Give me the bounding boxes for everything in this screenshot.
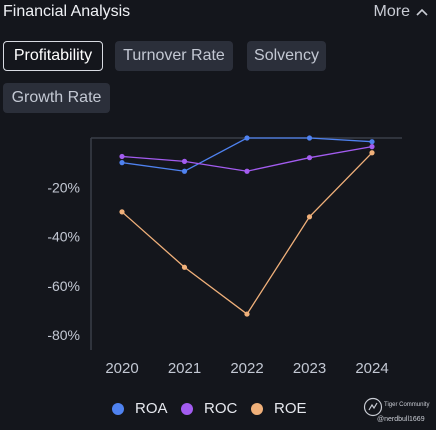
legend-item-roc[interactable]: ROC bbox=[181, 400, 237, 417]
tab-growth-rate[interactable]: Growth Rate bbox=[3, 83, 110, 113]
watermark-brand: Tiger Community bbox=[384, 402, 430, 408]
legend-item-roa[interactable]: ROA bbox=[112, 400, 168, 417]
legend-item-roe[interactable]: ROE bbox=[251, 400, 307, 417]
x-tick-label: 2020 bbox=[105, 360, 138, 377]
legend-label: ROA bbox=[135, 400, 168, 417]
data-point-roa bbox=[369, 139, 375, 145]
data-point-roc bbox=[306, 155, 313, 161]
tab-label: Growth Rate bbox=[11, 89, 102, 106]
y-tick-label: -40% bbox=[47, 229, 80, 245]
tab-label: Turnover Rate bbox=[123, 47, 225, 64]
data-point-roe bbox=[244, 311, 250, 317]
x-tick-label: 2021 bbox=[168, 360, 201, 377]
more-label: More bbox=[373, 3, 410, 20]
legend-dot-icon bbox=[112, 402, 124, 415]
data-point-roe bbox=[119, 209, 125, 215]
data-point-roe bbox=[369, 150, 375, 156]
line-chart: -20% -40% -60% -80% 2020 2021 2022 2023 2024 bbox=[47, 135, 402, 377]
chart-legend: ROA ROC ROE bbox=[0, 400, 436, 424]
tiger-logo-icon bbox=[363, 397, 383, 417]
watermark-handle: @nerdbull1669 bbox=[377, 416, 425, 423]
data-point-roc bbox=[244, 168, 250, 174]
data-point-roc bbox=[119, 153, 125, 160]
legend-dot-icon bbox=[181, 402, 193, 415]
tab-solvency[interactable]: Solvency bbox=[247, 41, 326, 71]
tab-label: Solvency bbox=[254, 47, 319, 64]
data-point-roa bbox=[119, 160, 125, 166]
data-point-roa bbox=[306, 135, 313, 141]
x-tick-label: 2022 bbox=[230, 360, 263, 377]
legend-label: ROC bbox=[204, 400, 238, 417]
data-point-roa bbox=[181, 168, 188, 174]
series-line-roa bbox=[121, 137, 373, 172]
x-tick-label: 2024 bbox=[355, 360, 388, 377]
page-title: Financial Analysis bbox=[3, 3, 131, 20]
tab-turnover-rate[interactable]: Turnover Rate bbox=[115, 41, 233, 71]
header: Financial Analysis More bbox=[0, 0, 436, 26]
x-tick-label: 2023 bbox=[293, 360, 326, 377]
legend-label: ROE bbox=[274, 400, 307, 417]
watermark: Tiger Community @nerdbull1669 bbox=[363, 397, 433, 427]
legend-dot-icon bbox=[251, 402, 263, 415]
y-tick-label: -60% bbox=[47, 278, 80, 294]
y-tick-label: -20% bbox=[47, 179, 80, 195]
more-button[interactable]: More bbox=[374, 3, 428, 21]
tab-profitability[interactable]: Profitability bbox=[3, 41, 103, 71]
tab-label: Profitability bbox=[13, 47, 93, 64]
y-tick-label: -80% bbox=[47, 327, 80, 343]
chevron-up-icon bbox=[416, 8, 428, 16]
data-point-roc bbox=[181, 158, 188, 164]
data-point-roa bbox=[244, 135, 250, 141]
series-line-roe bbox=[121, 152, 373, 316]
data-point-roc bbox=[369, 144, 375, 150]
data-point-roe bbox=[181, 264, 188, 270]
data-point-roe bbox=[306, 214, 313, 220]
